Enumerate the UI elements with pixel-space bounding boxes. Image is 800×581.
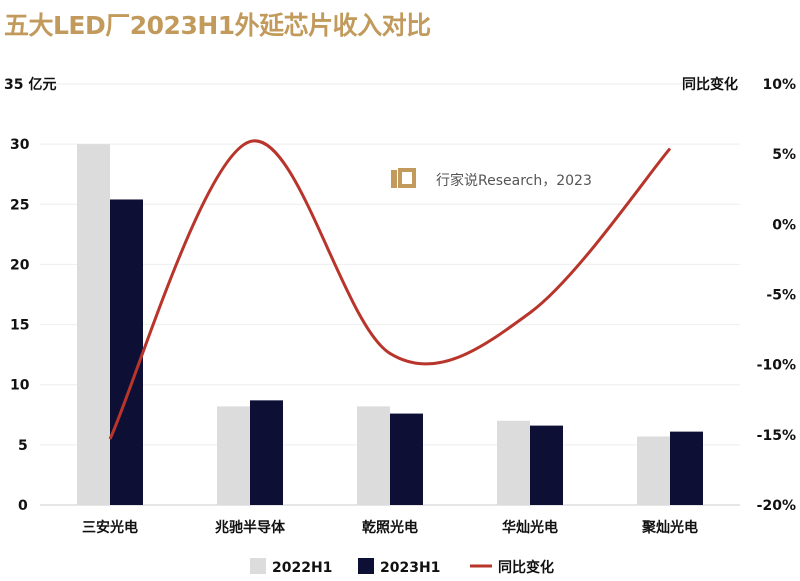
y2-tick-label: 5%	[772, 147, 796, 163]
legend-label: 同比变化	[498, 559, 554, 576]
y-tick-label: 25	[10, 197, 29, 213]
y2-tick-label: -5%	[766, 288, 796, 304]
legend-label: 2022H1	[272, 560, 332, 576]
x-tick-label: 聚灿光电	[641, 519, 698, 536]
y-tick-label: 15	[10, 318, 29, 334]
y-tick-label: 5	[18, 438, 28, 454]
watermark: 行家说Research，2023	[436, 172, 592, 189]
bar-2022H1	[217, 406, 250, 505]
bar-2022H1	[497, 420, 530, 505]
bar-2022H1	[637, 436, 670, 505]
y-tick-label: 10	[10, 378, 30, 394]
line-yoy-change	[108, 139, 672, 440]
y2-tick-label: -15%	[757, 428, 796, 444]
bar-2022H1	[77, 144, 110, 505]
x-tick-label: 乾照光电	[362, 519, 418, 536]
y-tick-label: 0	[18, 498, 28, 514]
x-tick-label: 华灿光电	[502, 519, 558, 536]
bar-2023H1	[390, 413, 423, 505]
y2-tick-label: -10%	[757, 358, 796, 374]
y2-tick-label: 0%	[772, 217, 796, 233]
legend-swatch-2022H1	[250, 558, 266, 574]
y-axis-unit: 亿元	[28, 76, 56, 93]
x-tick-label: 三安光电	[82, 519, 138, 536]
y2-tick-label: 10%	[762, 77, 796, 93]
y-tick-label: 20	[10, 257, 30, 273]
watermark-logo-icon	[398, 168, 416, 188]
bar-2023H1	[670, 431, 703, 505]
bar-2023H1	[250, 400, 283, 505]
y-tick-label: 35 亿元	[4, 76, 56, 93]
bar-2022H1	[357, 406, 390, 505]
bar-2023H1	[530, 425, 563, 505]
chart-title: 五大LED厂2023H1外延芯片收入对比	[4, 11, 431, 40]
y2-axis-title: 同比变化	[682, 76, 738, 93]
watermark-logo-icon	[391, 170, 397, 188]
x-tick-label: 兆驰半导体	[215, 519, 286, 536]
bar-2023H1	[110, 199, 143, 505]
y2-tick-label: -20%	[757, 498, 796, 514]
y-tick-label: 30	[10, 137, 30, 153]
legend-swatch-2023H1	[358, 558, 374, 574]
legend-label: 2023H1	[380, 560, 440, 576]
